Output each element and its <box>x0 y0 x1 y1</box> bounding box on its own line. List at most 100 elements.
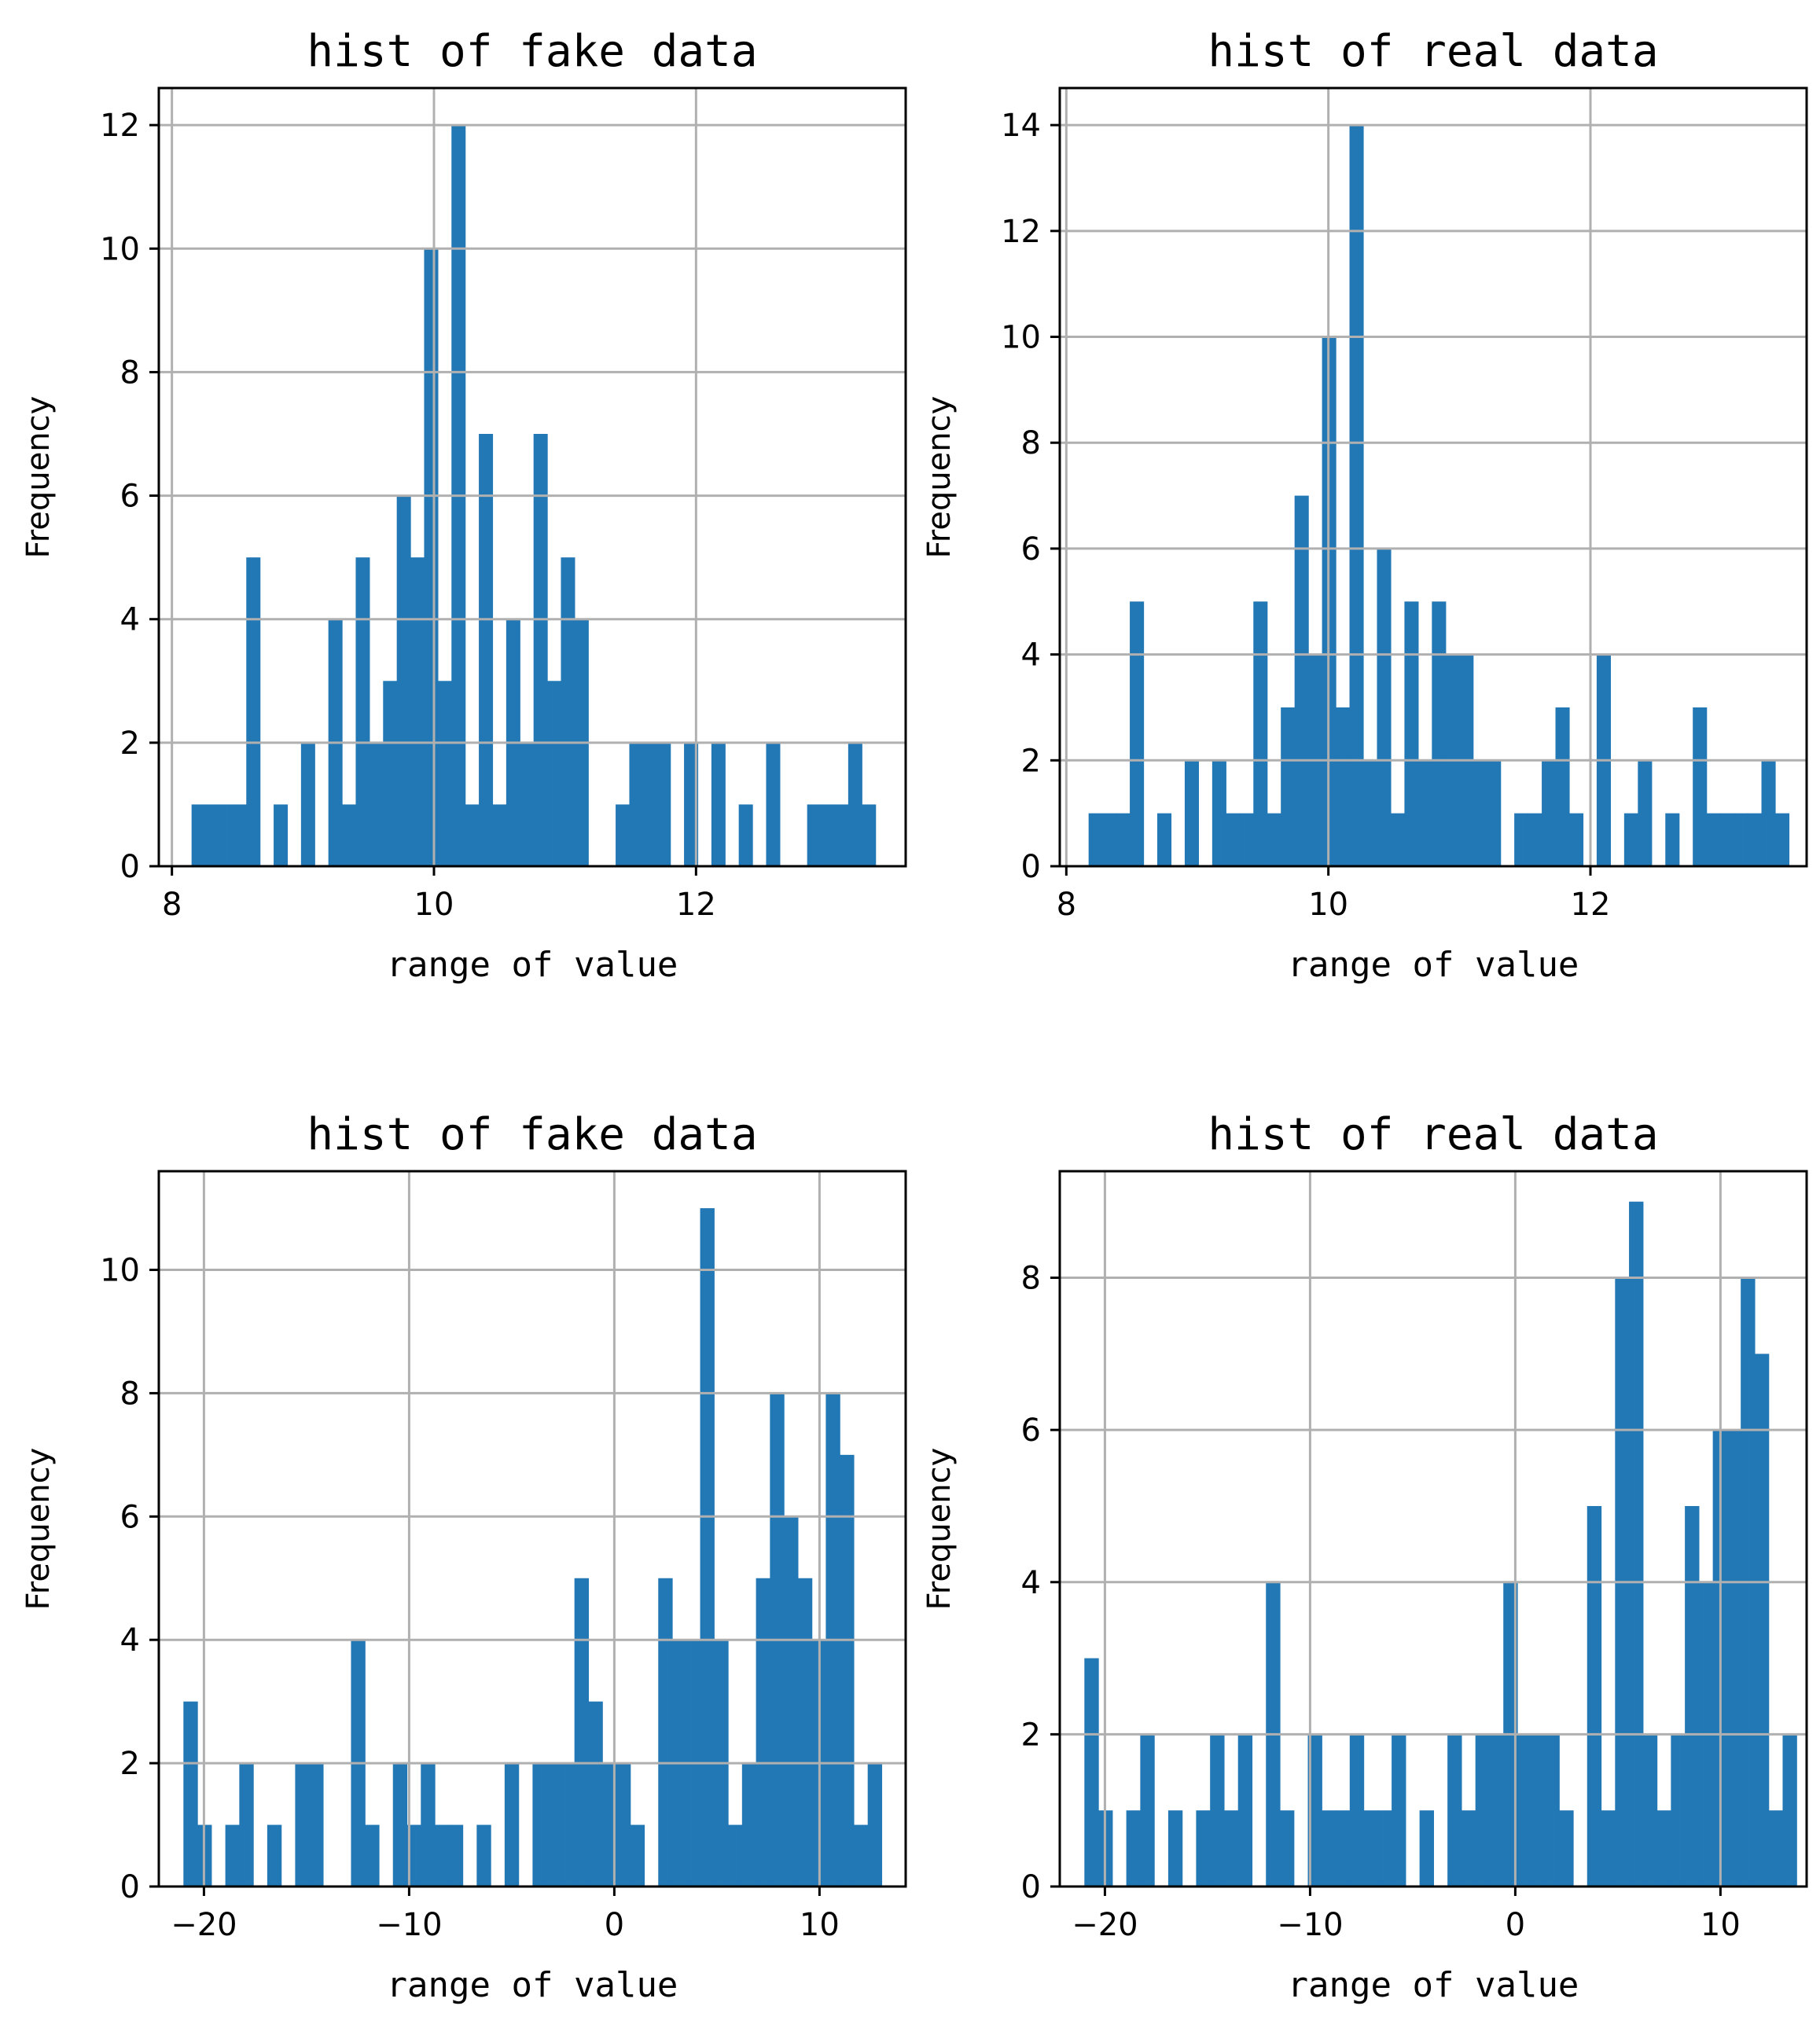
histogram-bar <box>1226 813 1241 866</box>
histogram-bar <box>465 804 480 866</box>
histogram-bar <box>1336 1810 1351 1887</box>
histogram-bar <box>867 1763 883 1887</box>
histogram-bar <box>1239 813 1254 866</box>
histogram-bar <box>658 1578 673 1887</box>
histogram-bar <box>588 1701 603 1887</box>
histogram-bar <box>1489 1734 1504 1887</box>
histogram-bar <box>267 1824 282 1887</box>
histogram-bar <box>1130 601 1145 866</box>
histogram-bar <box>821 804 836 866</box>
histogram-bar <box>1390 813 1405 866</box>
y-tick-label: 10 <box>100 231 140 267</box>
subplot-4: −20 −10 0 10 0 2 4 6 8 hist of real data range of … <box>921 1109 1808 2005</box>
chart-title: hist of real data <box>1208 1109 1658 1160</box>
histogram-bar <box>1157 813 1172 866</box>
y-tick-label: 4 <box>120 602 140 638</box>
histogram-bar <box>1782 1734 1797 1887</box>
histogram-bar <box>656 742 671 866</box>
histogram-bar <box>1116 813 1131 866</box>
histogram-bar <box>219 804 233 866</box>
histogram-bar <box>396 495 411 866</box>
histogram-bar <box>191 804 206 866</box>
histogram-bar <box>834 804 849 866</box>
y-tick-label: 6 <box>1021 531 1041 568</box>
subplot-3: −20 −10 0 10 0 2 4 6 8 10 hist of fake data range o… <box>20 1109 907 2005</box>
histogram-bar <box>448 1824 464 1887</box>
histogram-bar <box>1088 813 1103 866</box>
histogram-bar <box>1280 1810 1295 1887</box>
histogram-bar <box>1307 1734 1322 1887</box>
histogram-bar <box>355 557 370 866</box>
histogram-bar <box>520 742 535 866</box>
histogram-bar <box>1417 760 1432 866</box>
x-axis-label: range of value <box>387 1965 678 2005</box>
histogram-bar <box>574 1578 590 1887</box>
histogram-bar <box>1587 1505 1602 1887</box>
x-tick-label: 10 <box>1701 1907 1741 1943</box>
histogram-bar <box>435 1824 450 1887</box>
histogram-bar <box>807 804 822 866</box>
histogram-bar <box>1196 1810 1211 1887</box>
y-tick-label: 8 <box>1021 1261 1041 1297</box>
y-tick-label: 10 <box>100 1253 140 1289</box>
histogram-bar <box>1748 813 1763 866</box>
y-tick-label: 0 <box>120 1869 140 1905</box>
histogram-bar <box>183 1701 198 1887</box>
y-tick-label: 2 <box>1021 1717 1041 1753</box>
histogram-bar <box>1517 1734 1532 1887</box>
histogram-bar <box>1569 813 1584 866</box>
histogram-bar <box>1140 1734 1155 1887</box>
histogram-bar <box>1656 1810 1671 1887</box>
histogram-bar <box>711 742 726 866</box>
histogram-bar <box>1210 1734 1225 1887</box>
y-tick-label: 6 <box>120 479 140 515</box>
histogram-bar <box>797 1578 813 1887</box>
y-tick-label: 8 <box>1021 425 1041 461</box>
histogram-bar <box>1349 1734 1365 1887</box>
histogram-bar <box>1685 1505 1700 1887</box>
histogram-bar <box>1404 601 1419 866</box>
histogram-bar <box>225 1824 240 1887</box>
histogram-bar <box>1706 813 1721 866</box>
histogram-bar <box>1726 1430 1741 1887</box>
histogram-bar <box>1665 813 1680 866</box>
histogram-bar <box>246 557 261 866</box>
histogram-bar <box>738 804 753 866</box>
histogram-bar <box>1322 1810 1337 1887</box>
histogram-bar <box>1461 1810 1476 1887</box>
histogram-bar <box>1349 125 1364 866</box>
histogram-bar <box>561 557 575 866</box>
axes-frame <box>1058 86 1808 868</box>
histogram-bar <box>1294 495 1309 866</box>
axes-frame <box>1058 1170 1808 1888</box>
histogram-bar <box>756 1578 770 1887</box>
x-tick-label: 10 <box>1308 887 1348 923</box>
y-tick-label: 0 <box>1021 1869 1041 1905</box>
histogram-bar <box>1392 1734 1406 1887</box>
histogram-bar <box>629 742 644 866</box>
x-tick-label: −20 <box>1072 1907 1138 1943</box>
x-tick-label: 8 <box>162 887 182 923</box>
histogram-bar <box>684 742 699 866</box>
axes-frame <box>157 1170 907 1888</box>
histogram-bar <box>1281 707 1296 866</box>
histogram-bar <box>560 1763 575 1887</box>
chart-title: hist of real data <box>1208 26 1658 77</box>
x-axis-label: range of value <box>387 945 678 985</box>
histogram-bar <box>1734 813 1748 866</box>
y-axis-label: Frequency <box>921 396 958 559</box>
histogram-bar <box>1720 813 1735 866</box>
histogram-bar <box>1638 760 1653 866</box>
histogram-bar <box>847 742 862 866</box>
x-axis-label: range of value <box>1288 1965 1579 2005</box>
y-tick-label: 8 <box>120 355 140 391</box>
histogram-bar <box>853 1824 869 1887</box>
histogram-bar <box>616 804 631 866</box>
histogram-bar <box>1336 707 1351 866</box>
histogram-bar <box>1377 548 1392 866</box>
histogram-bar <box>492 804 507 866</box>
histogram-bar <box>1528 813 1542 866</box>
y-axis-label: Frequency <box>921 1448 958 1611</box>
axes-frame <box>157 86 907 868</box>
histogram-bar <box>504 1763 520 1887</box>
